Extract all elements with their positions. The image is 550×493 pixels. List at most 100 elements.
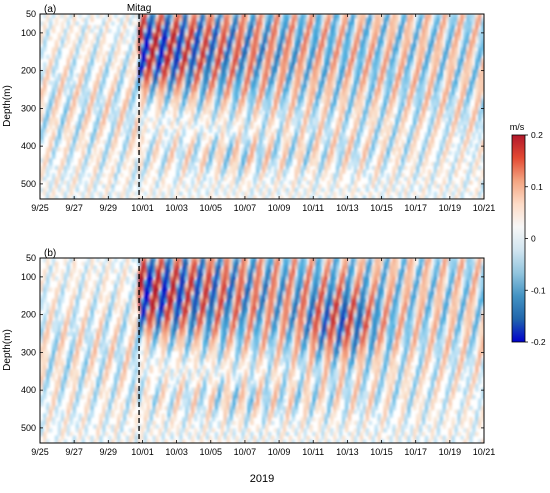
heatmap-cell [389,47,393,52]
heatmap-cell [220,88,225,93]
heatmap-cell [262,184,266,189]
heatmap-cell [182,14,186,19]
heatmap-cell [297,39,302,45]
heatmap-cell [368,139,373,145]
heatmap-cell [312,128,316,133]
heatmap-cell [81,128,85,133]
heatmap-cell [321,139,325,145]
heatmap-cell [338,187,343,193]
heatmap-cell [285,125,290,130]
heatmap-cell [300,147,305,152]
heatmap-cell [119,106,124,111]
heatmap-cell [238,173,242,178]
heatmap-cell [415,102,420,108]
heatmap-cell [318,173,322,178]
heatmap-cell [341,32,346,37]
heatmap-cell [96,158,100,163]
heatmap-cell [418,154,423,159]
heatmap-cell [327,102,331,108]
heatmap-cell [179,106,183,111]
heatmap-cell [318,139,322,145]
heatmap-cell [232,14,236,19]
heatmap-cell [214,165,219,170]
heatmap-cell [383,58,387,63]
heatmap-cell [282,65,287,71]
heatmap-cell [338,121,343,126]
heatmap-cell [185,32,189,37]
heatmap-cell [353,158,358,163]
heatmap-cell [430,117,435,122]
heatmap-cell [433,84,438,89]
heatmap-cell [418,65,423,71]
heatmap-cell [211,32,216,37]
heatmap-cell [264,62,269,67]
heatmap-cell [421,51,426,56]
heatmap-cell [220,150,225,156]
heatmap-cell [442,143,447,148]
heatmap-cell [404,128,408,133]
heatmap-cell [350,158,355,163]
heatmap-cell [389,21,393,26]
heatmap-cell [279,43,284,48]
heatmap-cell [418,80,423,85]
heatmap-cell [359,121,364,126]
heatmap-cell [421,162,426,167]
heatmap-cell [164,158,168,163]
heatmap-cell [350,143,355,148]
heatmap-cell [131,51,136,56]
heatmap-cell [315,95,319,100]
heatmap-cell [223,73,228,78]
heatmap-cell [125,69,130,74]
heatmap-cell [244,91,248,96]
heatmap-cell [279,113,284,119]
heatmap-cell [407,158,411,163]
heatmap-cell [128,51,133,56]
heatmap-cell [185,106,189,111]
heatmap-cell [389,36,393,41]
heatmap-cell [241,106,245,111]
heatmap-cell [282,76,287,82]
heatmap-cell [306,191,310,196]
heatmap-cell [312,150,316,156]
heatmap-cell [63,128,68,133]
heatmap-cell [341,158,346,163]
heatmap-cell [392,14,396,19]
heatmap-cell [179,47,183,52]
heatmap-cell [294,80,299,85]
heatmap-cell [330,117,334,122]
heatmap-cell [250,80,254,85]
heatmap-cell [294,17,299,22]
heatmap-cell [137,51,142,56]
heatmap-cell [185,154,189,159]
heatmap-cell [383,187,387,193]
heatmap-cell [285,139,290,145]
heatmap-cell [300,51,305,56]
heatmap-cell [188,187,192,193]
heatmap-cell [300,25,305,30]
heatmap-cell [134,158,139,163]
heatmap-cell [306,150,310,156]
heatmap-cell [164,17,168,22]
heatmap-cell [199,162,204,167]
heatmap-cell [401,117,405,122]
heatmap-cell [40,132,44,137]
heatmap-cell [264,147,269,152]
heatmap-cell [362,47,367,52]
heatmap-cell [291,51,296,56]
heatmap-cell [330,139,334,145]
heatmap-cell [338,58,343,63]
heatmap-cell [282,47,287,52]
heatmap-cell [202,173,207,178]
heatmap-cell [208,184,213,189]
heatmap-cell [188,54,192,59]
heatmap-cell [412,73,417,78]
heatmap-cell [75,99,80,104]
heatmap-cell [401,91,405,96]
heatmap-cell [111,187,115,193]
heatmap-cell [199,136,204,141]
heatmap-cell [108,113,112,119]
heatmap-cell [223,169,228,174]
heatmap-cell [185,99,189,104]
heatmap-cell [149,143,154,148]
heatmap-cell [256,80,260,85]
